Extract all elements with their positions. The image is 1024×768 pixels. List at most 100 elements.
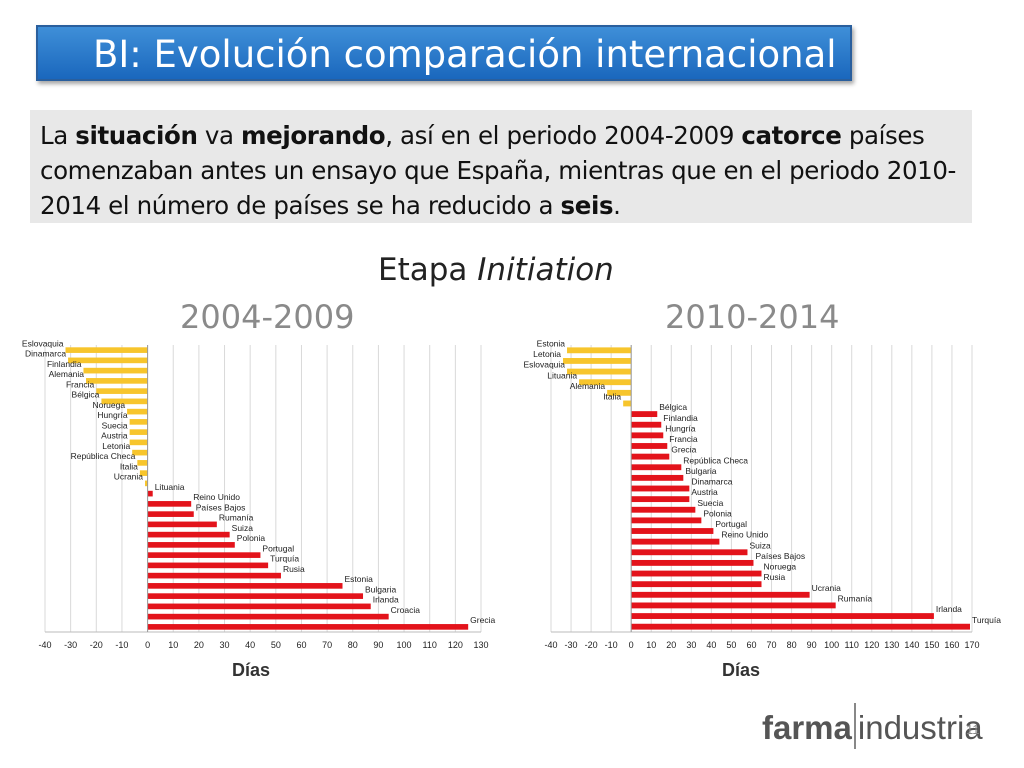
- bar: [631, 443, 668, 449]
- x-axis-label-2010-2014: Días: [722, 660, 761, 680]
- bar-label: República Checa: [71, 451, 136, 461]
- x-tick-label: 30: [686, 640, 696, 650]
- bar-label: Polonia: [237, 533, 266, 543]
- bar-label: Bulgaria: [685, 466, 716, 476]
- x-tick-label: 0: [629, 640, 634, 650]
- bar: [147, 531, 230, 538]
- bar: [137, 460, 148, 466]
- bar-label: Suiza: [232, 523, 254, 533]
- bar-label: Dinamarca: [691, 477, 732, 487]
- x-tick-label: 60: [296, 640, 306, 650]
- bar: [147, 501, 192, 507]
- intro-bold-2: mejorando: [241, 121, 386, 150]
- bar-label: Austria: [691, 487, 718, 497]
- x-tick-label: 120: [864, 640, 879, 650]
- x-tick-label: 100: [824, 640, 839, 650]
- bar-label: Noruega: [764, 562, 797, 572]
- bar: [132, 449, 148, 456]
- bar: [631, 570, 762, 577]
- bar: [631, 474, 684, 481]
- intro-bold-3: catorce: [741, 121, 842, 150]
- bar: [145, 480, 148, 487]
- intro-text-1: La: [40, 121, 76, 150]
- bar-label: República Checa: [683, 455, 748, 465]
- bar: [129, 419, 148, 425]
- bar-label: Bélgica: [659, 402, 687, 412]
- bar-label: Países Bajos: [755, 551, 805, 561]
- bar: [147, 552, 261, 558]
- bar-label: Rumanía: [838, 594, 873, 604]
- bar-label: Suecia: [102, 420, 128, 430]
- x-tick-label: 110: [845, 640, 859, 650]
- bar-label: Finlandia: [663, 413, 698, 423]
- x-tick-label: -20: [90, 640, 103, 650]
- bar: [139, 470, 148, 476]
- bar-label: Ucrania: [114, 472, 144, 482]
- chart-title-2004-2009: 2004-2009: [180, 298, 355, 336]
- bar-label: Francia: [669, 434, 698, 444]
- bar: [147, 624, 469, 630]
- bar-label: Rumanía: [219, 513, 254, 523]
- bar: [579, 379, 632, 386]
- chart-2010-2014: -40 -30 -20 -10 0 10 20 30 40 50 60 70 80 90 100 110 120…: [523, 338, 1001, 650]
- bar: [147, 603, 371, 610]
- bar: [631, 623, 970, 630]
- bar: [127, 408, 148, 415]
- x-tick-label: -10: [605, 640, 618, 650]
- bar-label: Suecia: [697, 498, 723, 508]
- intro-text-5: .: [613, 191, 621, 220]
- logo-bold: farma: [762, 709, 852, 746]
- bar: [631, 485, 690, 492]
- title-banner: BI: Evolución comparación internacional: [36, 25, 852, 81]
- bar-label: Italia: [120, 461, 138, 471]
- x-tick-label: 100: [397, 640, 412, 650]
- x-tick-label: 50: [726, 640, 736, 650]
- bar-label: Letonia: [533, 349, 561, 359]
- bar: [147, 562, 269, 569]
- x-tick-label: 170: [964, 640, 979, 650]
- bar: [147, 490, 153, 497]
- bar: [631, 411, 658, 418]
- bar: [147, 593, 364, 599]
- x-tick-label: 40: [245, 640, 255, 650]
- bar-label: Hungría: [97, 410, 128, 420]
- bar-label: Dinamarca: [25, 349, 66, 359]
- intro-text-4: países comenzaban antes un ensayo que Es…: [40, 121, 956, 220]
- x-tick-label: -40: [38, 640, 51, 650]
- x-tick-label: 90: [373, 640, 383, 650]
- bar: [631, 591, 810, 598]
- page-title: BI: Evolución comparación internacional: [93, 33, 837, 76]
- x-tick-label: 60: [746, 640, 756, 650]
- bar-label: Bulgaria: [365, 584, 396, 594]
- x-tick-label: 30: [220, 640, 230, 650]
- x-tick-label: -40: [544, 640, 557, 650]
- intro-bold-1: situación: [75, 121, 198, 150]
- bar-label: Rusia: [283, 564, 305, 574]
- bar-label: Croacia: [391, 605, 421, 615]
- logo-rest: industria: [857, 709, 983, 746]
- bar-label: Lituania: [547, 370, 577, 380]
- x-tick-label: 50: [271, 640, 281, 650]
- bar-label: Francia: [66, 379, 95, 389]
- x-tick-label: 10: [168, 640, 178, 650]
- bar: [65, 347, 148, 353]
- bar: [623, 400, 632, 407]
- stage-title: Etapa Initiation: [378, 252, 614, 288]
- bar: [631, 464, 682, 471]
- bar: [147, 583, 343, 589]
- bar-label: Ucrania: [812, 583, 842, 593]
- bar: [68, 357, 148, 364]
- bar-label: Finlandia: [47, 359, 82, 369]
- bar-label: Austria: [101, 431, 128, 441]
- x-tick-label: 120: [448, 640, 463, 650]
- intro-text-2: va: [197, 121, 242, 150]
- x-tick-label: 40: [706, 640, 716, 650]
- x-tick-label: -30: [64, 640, 77, 650]
- bar: [631, 602, 836, 609]
- bar: [631, 581, 762, 588]
- stage-prefix: Etapa: [378, 252, 478, 288]
- bar-label: Irlanda: [936, 604, 962, 614]
- chart-2004-2009: -40 -30 -20 -10 0 10 20 30 40 50 60 70 80 90 100 110 120…: [22, 338, 496, 650]
- bar: [96, 388, 148, 394]
- intro-bold-4: seis: [560, 191, 614, 220]
